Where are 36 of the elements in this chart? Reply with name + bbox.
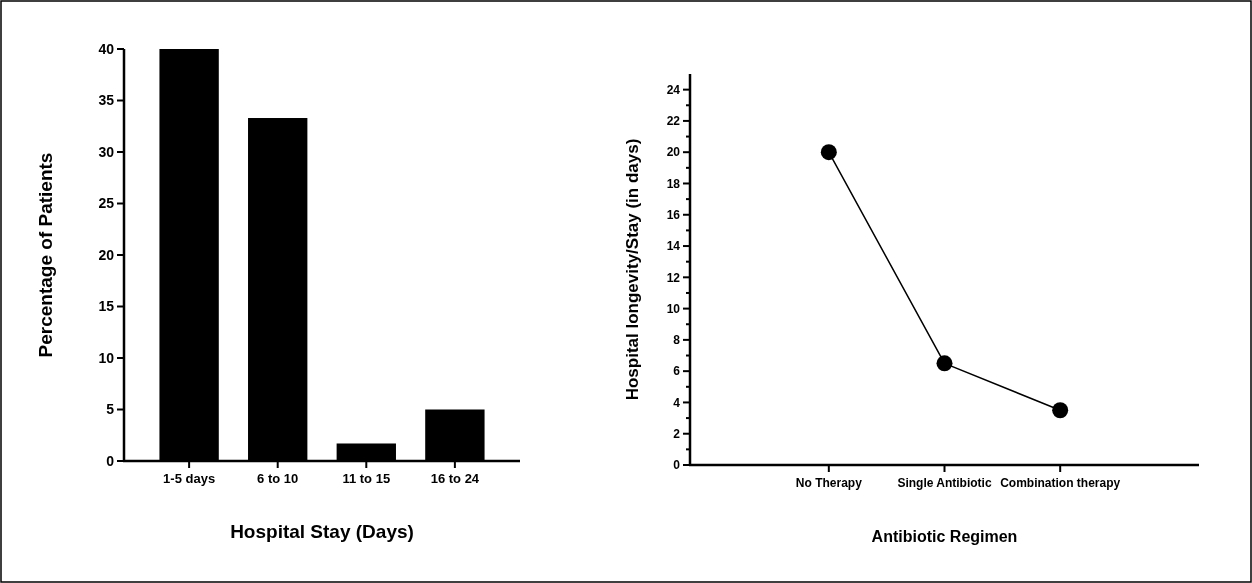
y-tick-label: 10: [98, 349, 115, 366]
y-tick-label: 4: [673, 395, 681, 410]
y-axis-title: Percentage of Patients: [34, 152, 56, 358]
y-tick-label: 8: [673, 333, 681, 348]
y-tick-label: 5: [106, 401, 115, 418]
y-tick-label: 30: [98, 143, 115, 160]
point: [820, 144, 837, 161]
x-tick-label: Combination therapy: [1000, 476, 1121, 490]
x-tick-label: 6 to 10: [257, 471, 299, 486]
y-tick-label: 22: [666, 114, 681, 129]
x-axis-title: Hospital Stay (Days): [230, 521, 414, 542]
x-tick-label: 11 to 15: [342, 471, 391, 486]
y-tick-label: 40: [98, 40, 115, 57]
y-tick-label: 0: [673, 458, 681, 473]
y-tick-label: 2: [673, 426, 681, 441]
x-axis-title: Antibiotic Regimen: [871, 528, 1018, 545]
y-tick-label: 20: [666, 145, 681, 160]
y-tick-label: 24: [666, 82, 681, 97]
x-tick-label: No Therapy: [795, 476, 863, 490]
x-tick-label: 16 to 24: [430, 471, 480, 486]
y-tick-label: 10: [666, 301, 681, 316]
y-tick-label: 6: [673, 364, 681, 379]
point: [1052, 402, 1069, 419]
y-axis-title: Hospital longevity/Stay (in days): [622, 138, 642, 401]
y-tick-label: 35: [98, 92, 115, 109]
y-tick-label: 16: [666, 207, 681, 222]
y-tick-label: 25: [98, 195, 115, 212]
point: [936, 355, 953, 372]
y-tick-label: 0: [106, 452, 115, 469]
x-tick-label: Single Antibiotic: [897, 476, 992, 490]
y-tick-label: 18: [666, 176, 681, 191]
y-tick-label: 15: [98, 298, 115, 315]
y-tick-label: 12: [666, 270, 681, 285]
x-tick-label: 1-5 days: [163, 471, 216, 486]
y-tick-label: 14: [666, 239, 681, 254]
y-tick-label: 20: [98, 246, 115, 263]
